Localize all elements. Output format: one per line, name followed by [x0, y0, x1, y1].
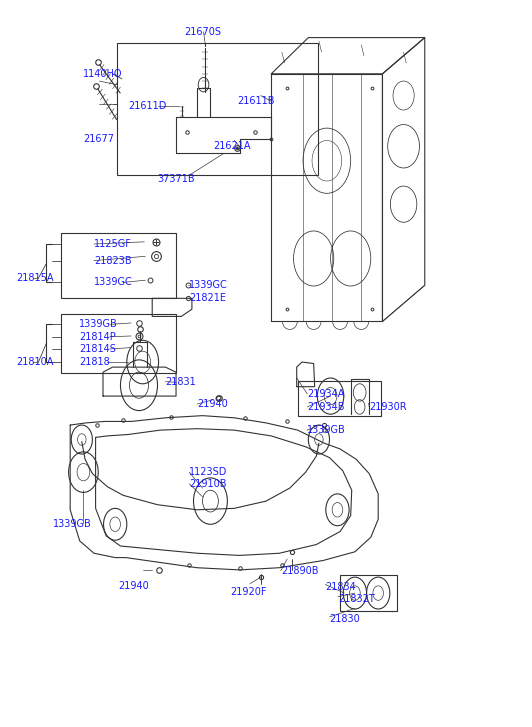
Bar — [61, 233, 176, 298]
Text: 21670S: 21670S — [184, 27, 221, 37]
Text: 21814S: 21814S — [79, 344, 116, 354]
Text: 1339GB: 1339GB — [307, 425, 346, 435]
Bar — [298, 381, 381, 416]
Text: 21815A: 21815A — [16, 273, 54, 283]
Text: 1339GC: 1339GC — [94, 278, 133, 287]
Bar — [117, 44, 318, 175]
Text: 21810A: 21810A — [16, 357, 54, 367]
Bar — [340, 575, 397, 611]
Text: 1339GB: 1339GB — [53, 519, 92, 529]
Text: 21823B: 21823B — [94, 256, 131, 265]
Text: 21890B: 21890B — [281, 566, 318, 576]
Text: 21940: 21940 — [118, 581, 148, 591]
Text: 21818: 21818 — [79, 357, 110, 367]
Text: 21834: 21834 — [325, 582, 356, 592]
Text: 21621A: 21621A — [213, 141, 251, 151]
Text: 21920F: 21920F — [230, 587, 267, 598]
Text: 21930R: 21930R — [369, 402, 407, 412]
Bar — [61, 313, 176, 373]
Text: 21940: 21940 — [197, 399, 228, 409]
Text: 21830: 21830 — [329, 614, 360, 624]
Text: 21611B: 21611B — [237, 97, 275, 106]
Text: 21677: 21677 — [84, 134, 114, 144]
Text: 21814P: 21814P — [79, 332, 116, 342]
Text: 21910B: 21910B — [189, 478, 227, 489]
Text: 21832T: 21832T — [338, 594, 375, 604]
Text: 21934B: 21934B — [307, 402, 345, 412]
Text: 37371B: 37371B — [157, 174, 195, 184]
Text: 1125GF: 1125GF — [94, 239, 132, 249]
Text: 1339GC: 1339GC — [189, 281, 228, 290]
Text: 1123SD: 1123SD — [189, 467, 228, 477]
Text: 1140HO: 1140HO — [84, 69, 123, 79]
Text: 21611D: 21611D — [128, 101, 167, 111]
Text: 1339GB: 1339GB — [79, 319, 118, 329]
Text: 21934A: 21934A — [307, 389, 345, 399]
Text: 21821E: 21821E — [189, 292, 226, 302]
Text: 21831: 21831 — [165, 377, 196, 387]
